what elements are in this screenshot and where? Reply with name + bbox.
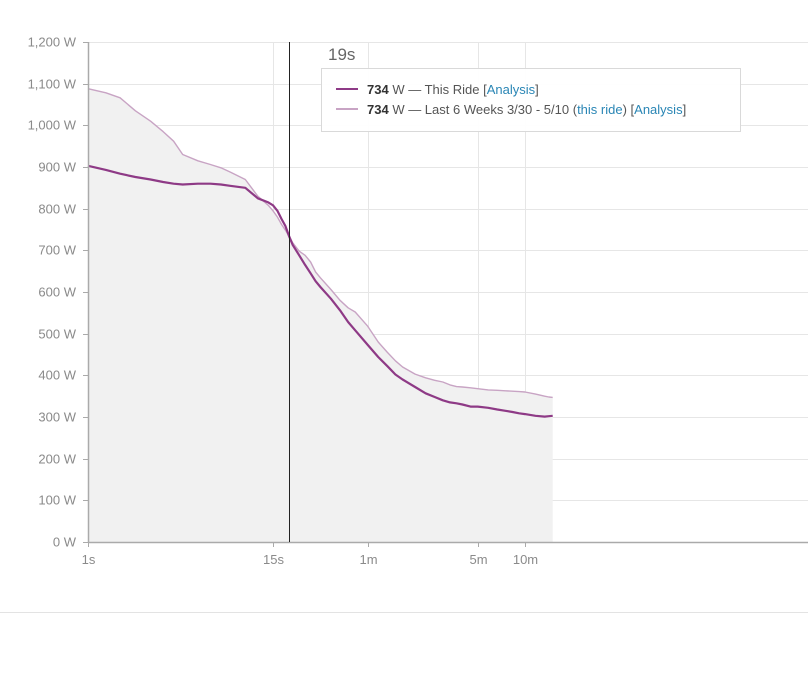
x-tick-label: 15s: [263, 552, 284, 567]
last-6-weeks-swatch-icon: [336, 107, 358, 110]
last-6-weeks-close-bracket: ]: [682, 102, 687, 117]
hover-tooltip: 734 W — This Ride [Analysis] 734 W — Las…: [321, 68, 741, 132]
tooltip-row-this-ride: 734 W — This Ride [Analysis]: [336, 82, 539, 97]
x-tick-label: 1s: [82, 552, 96, 567]
last-6-weeks-paren-open: (: [569, 102, 578, 117]
tooltip-row-last-6-weeks: 734 W — Last 6 Weeks 3/30 - 5/10 (this r…: [336, 102, 686, 117]
y-tick-label: 0 W: [53, 535, 77, 550]
area-fill: [88, 88, 553, 542]
this-ride-label: W — This Ride [: [388, 82, 487, 97]
this-ride-swatch-icon: [336, 87, 358, 90]
y-tick-label: 100 W: [38, 493, 76, 508]
last-6-weeks-watts: 734: [367, 102, 389, 117]
hover-time-label: 19s: [328, 45, 356, 64]
series-line-last-6-weeks[interactable]: [87, 88, 553, 399]
last-6-weeks-label: W — Last 6 Weeks: [388, 102, 507, 117]
y-tick-label: 300 W: [38, 410, 76, 425]
y-tick-label: 600 W: [38, 285, 76, 300]
y-tick-label: 800 W: [38, 202, 76, 217]
this-ride-watts: 734: [367, 82, 389, 97]
y-tick-label: 400 W: [38, 368, 76, 383]
x-tick-label: 1m: [359, 552, 377, 567]
last-6-weeks-this-ride-link[interactable]: this ride: [577, 102, 623, 117]
y-tick-label: 200 W: [38, 452, 76, 467]
x-tick-label: 5m: [469, 552, 487, 567]
y-tick-label: 1,100 W: [28, 77, 77, 92]
this-ride-analysis-link[interactable]: Analysis: [486, 82, 536, 97]
axes: 0 W 100 W 200 W 300 W 400 W 500 W 600 W 700 W 80…: [28, 35, 808, 567]
y-tick-label: 1,000 W: [28, 118, 77, 133]
last-6-weeks-analysis-link[interactable]: Analysis: [634, 102, 683, 117]
section-divider: [0, 612, 808, 613]
y-tick-label: 1,200 W: [28, 35, 77, 50]
y-tick-label: 500 W: [38, 327, 76, 342]
area-between-series: [88, 88, 553, 542]
series-line-this-ride[interactable]: [87, 164, 553, 418]
last-6-weeks-paren-close: ) [: [622, 102, 635, 117]
x-tick-label: 10m: [513, 552, 538, 567]
y-tick-label: 700 W: [38, 243, 76, 258]
last-6-weeks-date-range: 3/30 - 5/10: [506, 102, 570, 117]
y-tick-label: 900 W: [38, 160, 76, 175]
series-lines[interactable]: [87, 88, 553, 418]
this-ride-close-bracket: ]: [535, 82, 539, 97]
